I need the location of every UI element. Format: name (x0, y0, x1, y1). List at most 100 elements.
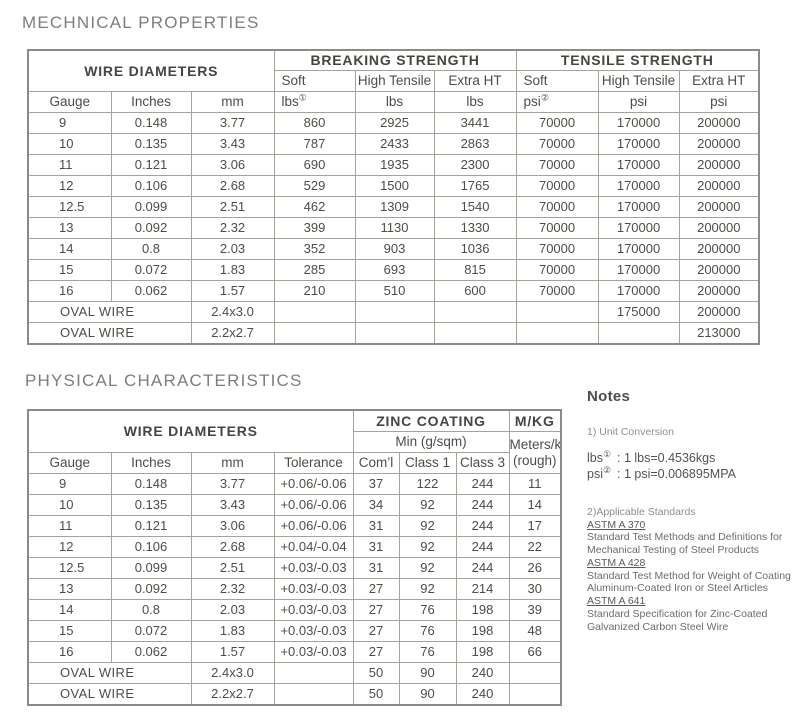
mechanical-properties-title: MECHNICAL PROPERTIES (22, 13, 260, 32)
group-header-row: WIRE DIAMETERS ZINC COATING M/KG (27, 409, 562, 453)
cell (354, 301, 435, 323)
cell: 11 (27, 154, 112, 176)
cell: +0.06/-0.06 (273, 473, 354, 495)
cell: 92 (398, 494, 457, 516)
cell: 70000 (515, 259, 599, 281)
cell: 3.06 (190, 154, 275, 176)
table-row: 12.5 0.099 2.51 +0.03/-0.03 31 92 244 26 (27, 557, 562, 579)
breaking-soft-header: Soft (273, 70, 356, 92)
cell: 0.135 (110, 133, 192, 155)
table-row: 10 0.135 3.43 787 2433 2863 70000 170000 200000 (27, 133, 760, 155)
cell: 14 (508, 494, 562, 516)
cell: 1.57 (190, 280, 275, 302)
cell: 2.32 (190, 217, 275, 239)
applicable-standards-section-label: 2)Applicable Standards (587, 505, 696, 518)
cell: 12.5 (27, 557, 112, 579)
cell: 70000 (515, 238, 599, 260)
cell: +0.03/-0.03 (273, 578, 354, 600)
cell: 48 (508, 620, 562, 642)
cell: +0.04/-0.04 (273, 536, 354, 558)
physical-characteristics-title: PHYSICAL CHARACTERISTICS (25, 371, 303, 390)
cell: 15 (27, 620, 112, 642)
class-1-header: Class 1 (398, 452, 457, 474)
cell: 76 (398, 620, 457, 642)
cell: 122 (398, 473, 457, 495)
cell: 200000 (678, 154, 760, 176)
table-row: 13 0.092 2.32 +0.03/-0.03 27 92 214 30 (27, 578, 562, 600)
cell: 3.43 (190, 133, 275, 155)
cell: 170000 (597, 238, 680, 260)
cell: 31 (352, 536, 400, 558)
cell: 170000 (597, 280, 680, 302)
cell: 39 (508, 599, 562, 621)
cell: 244 (455, 557, 510, 579)
cell: 200000 (678, 133, 760, 155)
standard-code: ASTM A 428 (587, 556, 646, 569)
table-row: 11 0.121 3.06 690 1935 2300 70000 170000 200000 (27, 154, 760, 176)
cell: +0.03/-0.03 (273, 557, 354, 579)
cell: 31 (352, 557, 400, 579)
table-row: 13 0.092 2.32 399 1130 1330 70000 170000 200000 (27, 217, 760, 239)
cell: 70000 (515, 217, 599, 239)
unit-header-row: Gauge Inches mm lbs① lbs lbs psi② psi ps… (27, 91, 760, 113)
lbs-unit-header: lbs (433, 91, 517, 113)
cell: 2300 (433, 154, 517, 176)
cell: 92 (398, 578, 457, 600)
standard-code: ASTM A 641 (587, 595, 646, 608)
cell: 70000 (515, 196, 599, 218)
gauge-header: Gauge (27, 452, 112, 474)
cell: 0.062 (110, 280, 192, 302)
cell: 170000 (597, 112, 680, 134)
mm-header: mm (190, 91, 275, 113)
table-row: 15 0.072 1.83 285 693 815 70000 170000 200000 (27, 259, 760, 281)
cell: 27 (352, 599, 400, 621)
cell: 16 (27, 280, 112, 302)
cell: 2.68 (190, 536, 275, 558)
cell: 1309 (354, 196, 435, 218)
cell: 1935 (354, 154, 435, 176)
cell: 92 (398, 515, 457, 537)
breaking-strength-header: BREAKING STRENGTH (273, 49, 517, 71)
oval-wire-label: OVAL WIRE (27, 301, 192, 323)
cell: 0.099 (110, 557, 192, 579)
cell: 600 (433, 280, 517, 302)
tensile-extra-ht-header: Extra HT (678, 70, 760, 92)
cell: 244 (455, 473, 510, 495)
cell: 70000 (515, 154, 599, 176)
cell (433, 322, 517, 345)
cell: 0.072 (110, 259, 192, 281)
cell: 0.121 (110, 154, 192, 176)
lbs-unit-label: lbs① (587, 448, 612, 465)
notes-panel: Notes 1) Unit Conversion lbs① : 1 lbs=0.… (587, 388, 799, 634)
cell: 3.77 (190, 473, 275, 495)
meters-per-kg-header: Meters/kg (rough) (508, 431, 562, 474)
cell: +0.03/-0.03 (273, 620, 354, 642)
standard-description: Standard Test Methods and Definitions fo… (587, 531, 783, 557)
cell: 11 (508, 473, 562, 495)
cell: 0.099 (110, 196, 192, 218)
cell: +0.06/-0.06 (273, 494, 354, 516)
cell: 90 (398, 683, 457, 706)
cell: 175000 (597, 301, 680, 323)
tensile-soft-header: Soft (515, 70, 599, 92)
cell: 352 (273, 238, 356, 260)
cell: 200000 (678, 259, 760, 281)
cell: 2863 (433, 133, 517, 155)
cell: +0.06/-0.06 (273, 515, 354, 537)
circled-1-superscript: ① (602, 448, 612, 459)
psi-unit-label: psi (523, 93, 541, 109)
cell: 0.106 (110, 175, 192, 197)
table-row: 11 0.121 3.06 +0.06/-0.06 31 92 244 17 (27, 515, 562, 537)
cell: 462 (273, 196, 356, 218)
cell: 12 (27, 175, 112, 197)
cell: 13 (27, 217, 112, 239)
table-row: 12 0.106 2.68 +0.04/-0.04 31 92 244 22 (27, 536, 562, 558)
lbs-conversion-value: : 1 lbs=0.4536kgs (617, 451, 716, 465)
cell: 50 (352, 683, 400, 706)
cell: 170000 (597, 217, 680, 239)
wire-diameters-header: WIRE DIAMETERS (27, 409, 354, 453)
cell: 240 (455, 662, 510, 684)
unit-conversion-list: lbs① : 1 lbs=0.4536kgs psi② : 1 psi=0.00… (587, 448, 799, 482)
psi-unit-header-with-note: psi② (515, 91, 599, 113)
